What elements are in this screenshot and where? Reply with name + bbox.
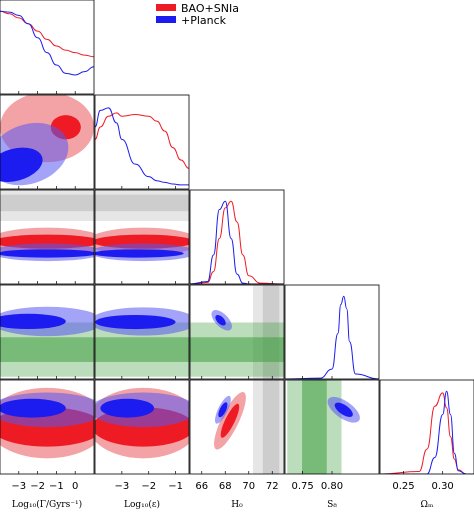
legend: BAO+SNIa +Planck — [156, 2, 239, 27]
tick-label-Om: 0.30 — [432, 481, 454, 492]
axis-label-logeps: Log₁₀(ε) — [124, 499, 160, 510]
contour-planck-68-logeps-S8 — [95, 314, 176, 330]
panel-H0-Om — [214, 380, 284, 474]
panel-loggamma-H0 — [0, 190, 94, 262]
panel-frame — [94, 284, 190, 380]
tick-label-loggamma: 0 — [72, 481, 78, 492]
panel-logeps — [95, 107, 189, 186]
panel-frame — [0, 189, 95, 285]
prior-band-core-S8 — [190, 337, 284, 362]
panel-frame — [94, 94, 190, 190]
tick-label-loggamma: −3 — [11, 481, 26, 492]
tick-label-H0: 72 — [266, 481, 279, 492]
legend-label-bao-snia: BAO+SNIa — [181, 2, 239, 15]
contour-planck-68-loggamma-logeps — [0, 147, 43, 183]
contour-planck-68-loggamma-H0 — [0, 249, 94, 258]
axis-label-loggamma: Log₁₀(Γ/Gyrs⁻¹) — [12, 499, 82, 510]
tick-label-Om: 0.25 — [392, 481, 414, 492]
panel-logeps-H0 — [95, 190, 189, 262]
panel-H0 — [190, 200, 284, 284]
contour-planck-68-logeps-Om — [100, 398, 155, 418]
prior-band-core-S8 — [302, 380, 327, 474]
contour-planck-68-logeps-H0 — [95, 249, 184, 258]
contour-planck-68-H0-S8 — [215, 315, 226, 326]
tick-label-S8: 0.75 — [291, 481, 313, 492]
panel-logeps-Om — [95, 387, 189, 459]
tick-label-logeps: −1 — [168, 481, 183, 492]
marginal-planck-loggamma — [0, 10, 94, 76]
legend-swatch-bao-snia — [156, 4, 176, 11]
panel-frame — [0, 379, 95, 475]
marginal-bao-snia-loggamma — [0, 10, 94, 58]
panel-H0-S8 — [190, 285, 284, 379]
marginal-bao-snia-Om — [380, 392, 474, 474]
prior-band-core-H0 — [262, 380, 280, 474]
panel-frame — [0, 284, 95, 380]
panel-frame — [379, 379, 474, 475]
prior-band-core-S8 — [0, 337, 94, 362]
tick-label-loggamma: −1 — [49, 481, 64, 492]
panel-frame — [189, 379, 285, 475]
contour-planck-68-S8-Om — [334, 402, 353, 417]
prior-band-core-S8 — [95, 337, 189, 362]
panel-frame — [284, 284, 380, 380]
axis-label-layer: Log₁₀(Γ/Gyrs⁻¹) Log₁₀(ε) H₀ S₈ Ωₘ — [12, 499, 434, 510]
marginal-bao-snia-H0 — [190, 200, 284, 284]
panel-frame — [0, 0, 95, 95]
panel-loggamma — [0, 10, 94, 76]
tick-label-layer: −3 −2 −1 0 −3 −2 −1 66 68 70 72 0.75 0.80 0.25 0.30 — [11, 481, 453, 492]
tick-label-logeps: −3 — [114, 481, 129, 492]
axis-label-S8: S₈ — [327, 500, 337, 510]
marginal-planck-H0 — [190, 200, 284, 284]
legend-swatch-planck — [156, 16, 176, 23]
panel-frame — [94, 189, 190, 285]
contour-bao-snia-68-H0-Om — [220, 403, 240, 438]
panel-logeps-S8 — [95, 307, 189, 377]
panel-loggamma-S8 — [0, 306, 94, 377]
panel-loggamma-logeps — [0, 95, 94, 186]
marginal-planck-logeps — [95, 107, 189, 186]
panel-S8 — [285, 295, 379, 379]
marginal-planck-S8 — [285, 295, 379, 379]
legend-label-planck: +Planck — [181, 14, 227, 27]
prior-band-core-H0 — [95, 194, 189, 212]
prior-band-core-H0 — [0, 194, 94, 212]
axis-label-Om: Ωₘ — [421, 500, 434, 510]
tick-label-loggamma: −2 — [30, 481, 45, 492]
panel-frame — [189, 189, 285, 285]
panel-frame — [0, 94, 95, 190]
marginal-bao-snia-logeps — [95, 112, 189, 169]
panel-loggamma-Om — [0, 387, 94, 459]
panel-S8-Om — [287, 380, 360, 474]
axis-label-H0: H₀ — [231, 500, 243, 510]
contour-planck-68-loggamma-S8 — [0, 313, 66, 330]
panel-frame — [94, 379, 190, 475]
tick-label-S8: 0.80 — [321, 481, 343, 492]
tick-label-H0: 70 — [242, 481, 255, 492]
panel-Om — [380, 390, 474, 474]
contour-planck-68-loggamma-Om — [0, 398, 66, 418]
marginal-planck-Om — [380, 390, 474, 474]
panel-layer — [0, 0, 474, 475]
tick-label-H0: 66 — [195, 481, 208, 492]
tick-label-H0: 68 — [219, 481, 232, 492]
contour-planck-68-H0-Om — [218, 402, 228, 418]
tick-label-logeps: −2 — [141, 481, 156, 492]
panel-frame — [189, 284, 285, 380]
